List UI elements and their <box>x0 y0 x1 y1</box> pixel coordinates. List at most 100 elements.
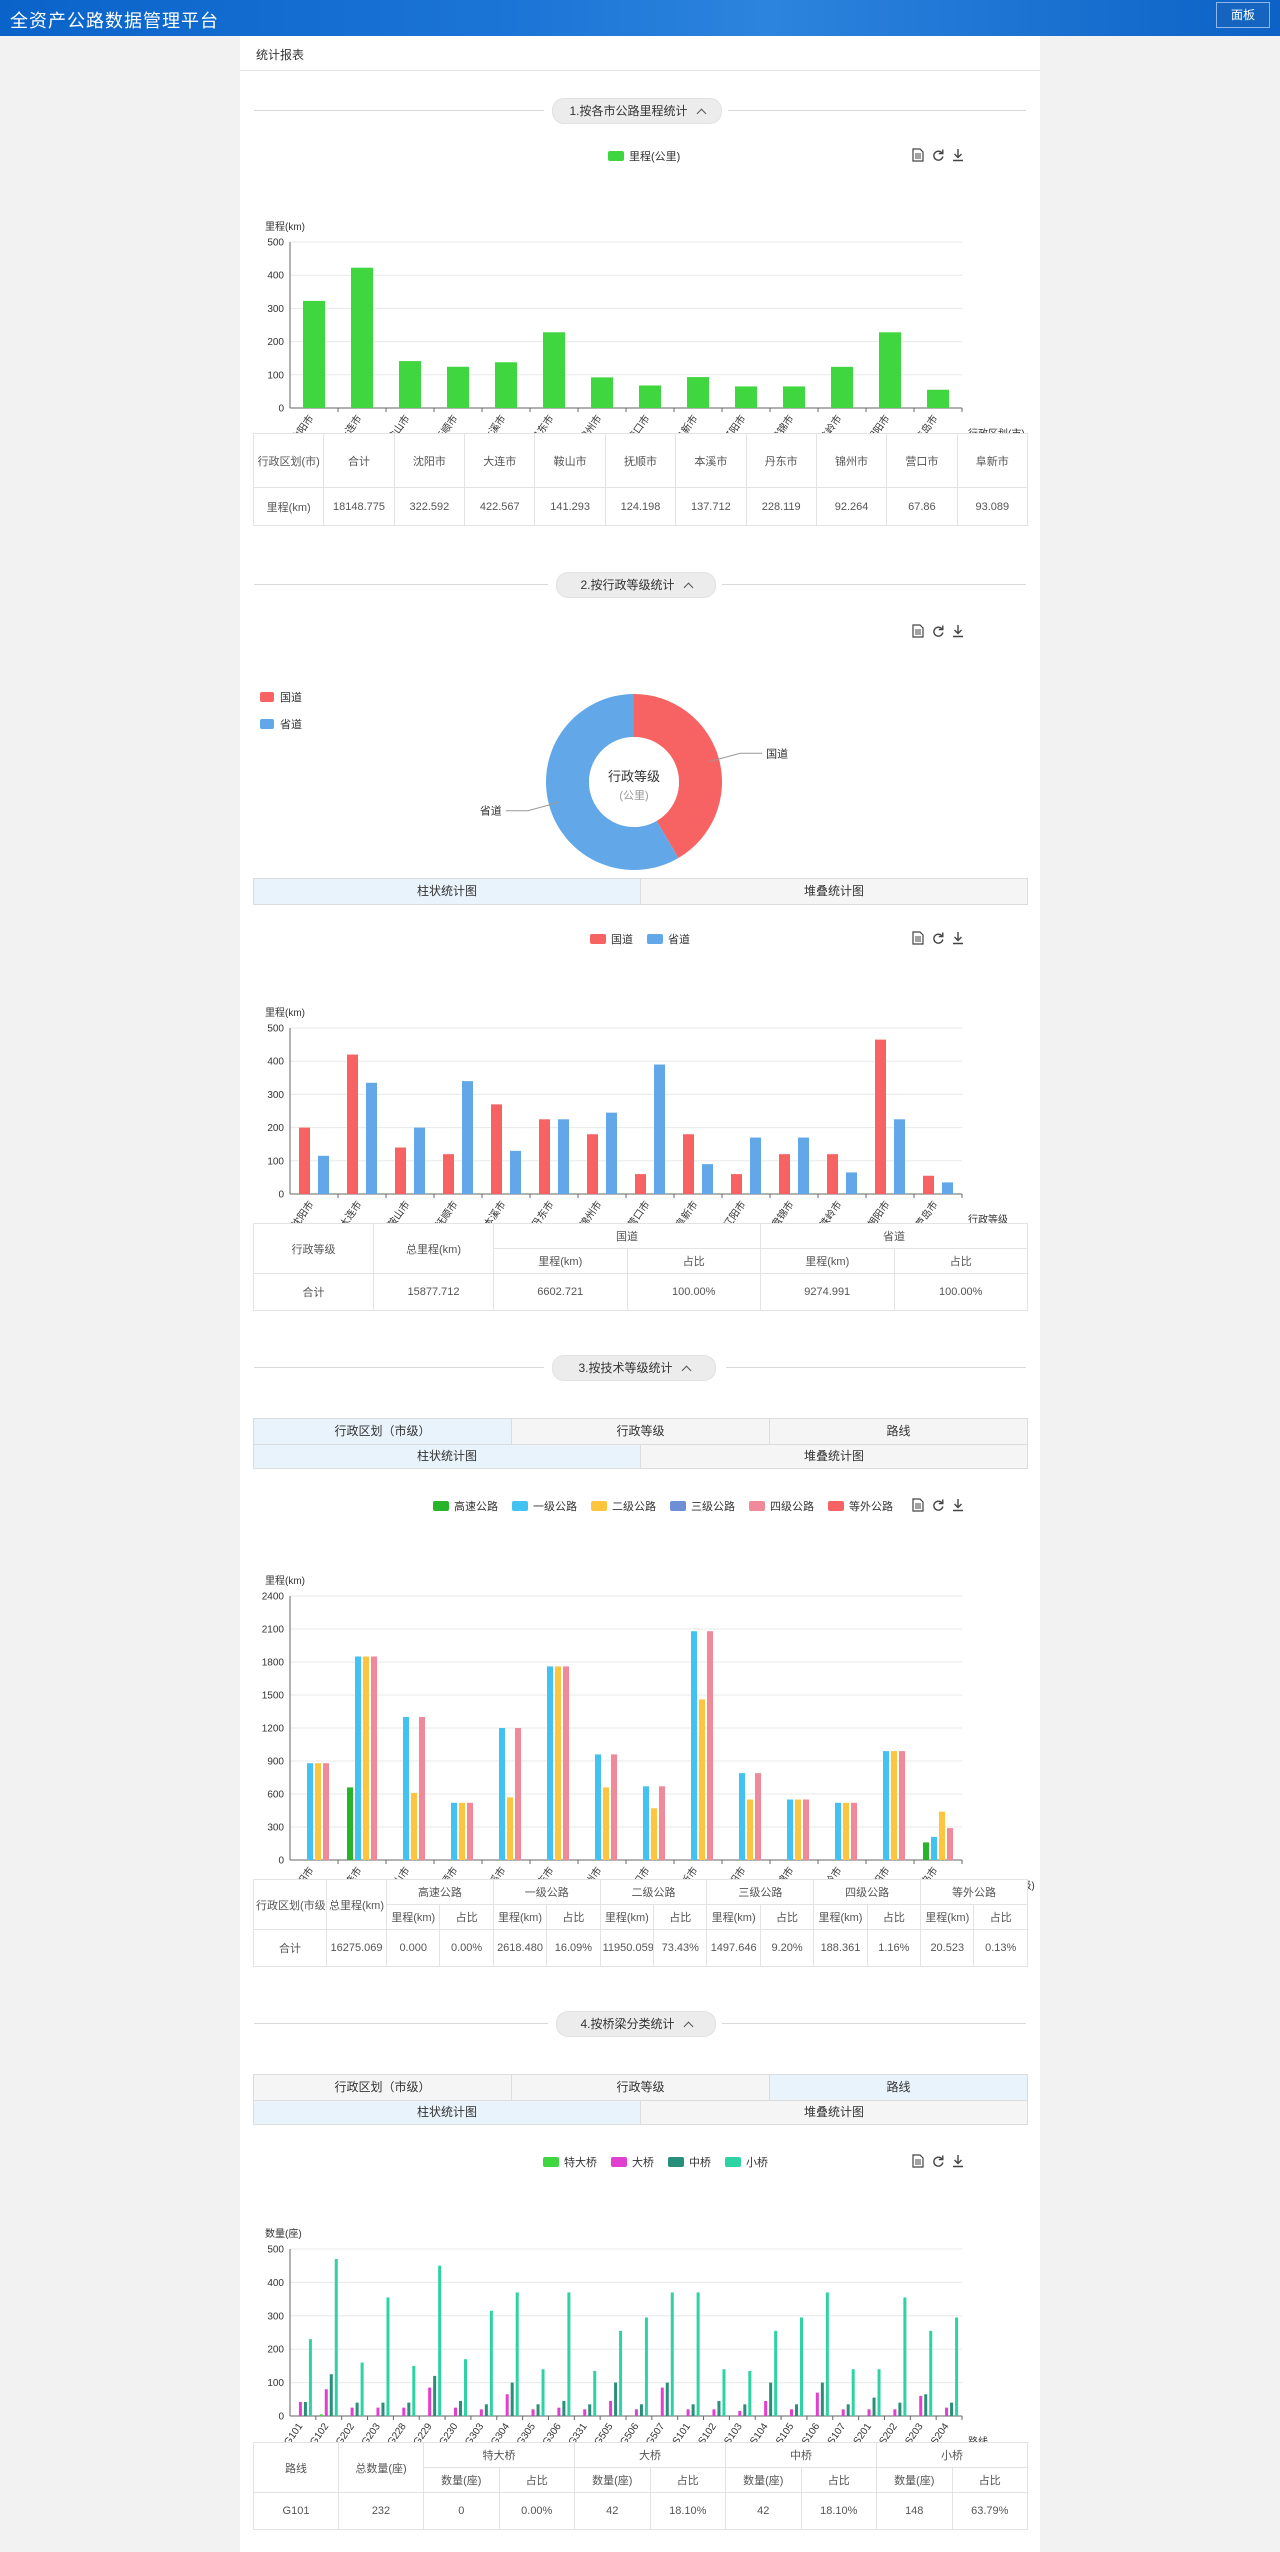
y-axis-label: 数量(座) <box>265 2227 302 2240</box>
bar <box>639 2404 643 2416</box>
table-cell: 18.10% <box>800 2492 877 2530</box>
refresh-icon[interactable] <box>932 1498 944 1512</box>
download-icon[interactable] <box>952 624 964 638</box>
bar <box>644 2317 648 2416</box>
legend-label: 里程(公里) <box>629 151 681 163</box>
refresh-icon[interactable] <box>932 2154 944 2168</box>
bar <box>447 366 469 408</box>
bar <box>583 2409 587 2416</box>
bar <box>945 2407 949 2416</box>
chart-3-legend: 高速公路 一级公路 二级公路 三级公路 四级公路 等外公路 <box>433 1498 893 1514</box>
legend-item[interactable]: 大桥 <box>611 2154 654 2170</box>
table-header-cell: 里程(km) <box>492 1904 548 1930</box>
download-icon[interactable] <box>952 148 964 162</box>
tab-city-level[interactable]: 行政区划（市级） <box>254 1419 512 1444</box>
table-row: 合计 15877.712 6602.721 100.00% 9274.991 1… <box>253 1273 1028 1311</box>
bar <box>376 2407 380 2416</box>
refresh-icon[interactable] <box>932 148 944 162</box>
table-cell: 18148.775 <box>323 487 395 526</box>
legend-item: 国道 <box>260 690 302 704</box>
legend-item[interactable]: 国道 <box>590 931 633 947</box>
legend-item[interactable]: 小桥 <box>725 2154 768 2170</box>
download-icon[interactable] <box>952 931 964 945</box>
legend-item[interactable]: 中桥 <box>668 2154 711 2170</box>
data-view-icon[interactable] <box>912 1498 924 1512</box>
section-3-toggle[interactable]: 3.按技术等级统计 <box>552 1355 716 1381</box>
y-tick-label: 500 <box>267 2245 284 2256</box>
bar <box>464 2359 467 2416</box>
legend-label: 高速公路 <box>454 1501 498 1513</box>
table-header-cell: 小桥 <box>876 2442 1028 2468</box>
legend-swatch <box>260 719 274 729</box>
bar <box>414 1127 425 1194</box>
table-cell: 124.198 <box>604 487 677 526</box>
bar <box>877 2369 881 2416</box>
legend-item[interactable]: 省道 <box>647 931 690 947</box>
legend-item[interactable]: 里程(公里) <box>608 148 680 164</box>
tab-route[interactable]: 路线 <box>770 2075 1027 2100</box>
tab-stacked-chart[interactable]: 堆叠统计图 <box>641 879 1027 904</box>
download-icon[interactable] <box>952 2154 964 2168</box>
legend-item[interactable]: 等外公路 <box>828 1498 893 1514</box>
bar-chart-tech-grade-by-city: 里程(km)030060090012001500180021002400行政区划… <box>262 1575 1035 1904</box>
data-view-icon[interactable] <box>912 2154 924 2168</box>
tab-admin-level[interactable]: 行政等级 <box>512 2075 770 2100</box>
table-cell: 0 <box>423 2492 500 2530</box>
bar <box>303 300 325 408</box>
table-header-cell: 行政区划(市) <box>252 433 325 488</box>
table-cell: 148 <box>876 2492 953 2530</box>
bar <box>691 1631 697 1860</box>
tab-stacked-chart[interactable]: 堆叠统计图 <box>641 2101 1027 2124</box>
chart-type-tabs: 柱状统计图 堆叠统计图 <box>253 2100 1028 2125</box>
chart-2-legend: 国道 省道 <box>590 931 690 947</box>
bar <box>484 2404 488 2416</box>
legend-item[interactable]: 特大桥 <box>543 2154 597 2170</box>
bar <box>803 1799 809 1860</box>
tab-bar-chart[interactable]: 柱状统计图 <box>254 1445 641 1468</box>
tab-bar-chart[interactable]: 柱状统计图 <box>254 2101 641 2124</box>
tab-city-level[interactable]: 行政区划（市级） <box>254 2075 512 2100</box>
chart-3-toolbox <box>912 1498 964 1512</box>
bar <box>587 1134 598 1194</box>
legend-label: 一级公路 <box>533 1501 577 1513</box>
section-3-title: 3.按技术等级统计 <box>578 1361 673 1375</box>
panel-button[interactable]: 面板 <box>1216 2 1270 28</box>
y-tick-label: 0 <box>278 404 284 415</box>
divider <box>722 2023 1026 2024</box>
bar <box>567 2292 571 2416</box>
section-2-toggle[interactable]: 2.按行政等级统计 <box>556 572 716 598</box>
slice-label: 省道 <box>480 804 502 818</box>
y-tick-label: 0 <box>278 2412 284 2423</box>
bar <box>670 2292 674 2416</box>
legend-item[interactable]: 四级公路 <box>749 1498 814 1514</box>
chart-4-toolbox <box>912 2154 964 2168</box>
tab-route[interactable]: 路线 <box>770 1419 1027 1444</box>
download-icon[interactable] <box>952 1498 964 1512</box>
data-view-icon[interactable] <box>912 148 924 162</box>
dimension-tabs: 行政区划（市级） 行政等级 路线 <box>253 2074 1028 2101</box>
tab-bar-chart[interactable]: 柱状统计图 <box>254 879 641 904</box>
legend-swatch <box>512 1501 528 1511</box>
data-view-icon[interactable] <box>912 624 924 638</box>
legend-label: 四级公路 <box>770 1501 814 1513</box>
tab-admin-level[interactable]: 行政等级 <box>512 1419 770 1444</box>
legend-item[interactable]: 三级公路 <box>670 1498 735 1514</box>
bar <box>318 1155 329 1194</box>
pie-slice <box>545 694 679 870</box>
section-4-toggle[interactable]: 4.按桥梁分类统计 <box>556 2011 716 2037</box>
table-header-cell: 占比 <box>893 1248 1028 1274</box>
legend-item[interactable]: 高速公路 <box>433 1498 498 1514</box>
bar <box>867 2409 871 2416</box>
bar <box>531 2409 535 2416</box>
section-1-toggle[interactable]: 1.按各市公路里程统计 <box>552 98 722 124</box>
tab-stacked-chart[interactable]: 堆叠统计图 <box>641 1445 1027 1468</box>
legend-item[interactable]: 一级公路 <box>512 1498 577 1514</box>
dimension-tabs: 行政区划（市级） 行政等级 路线 <box>253 1418 1028 1445</box>
table-header-cell: 丹东市 <box>745 433 817 488</box>
bar <box>299 1127 310 1194</box>
refresh-icon[interactable] <box>932 624 944 638</box>
data-view-icon[interactable] <box>912 931 924 945</box>
legend-label: 大桥 <box>632 2157 654 2169</box>
legend-item[interactable]: 二级公路 <box>591 1498 656 1514</box>
refresh-icon[interactable] <box>932 931 944 945</box>
